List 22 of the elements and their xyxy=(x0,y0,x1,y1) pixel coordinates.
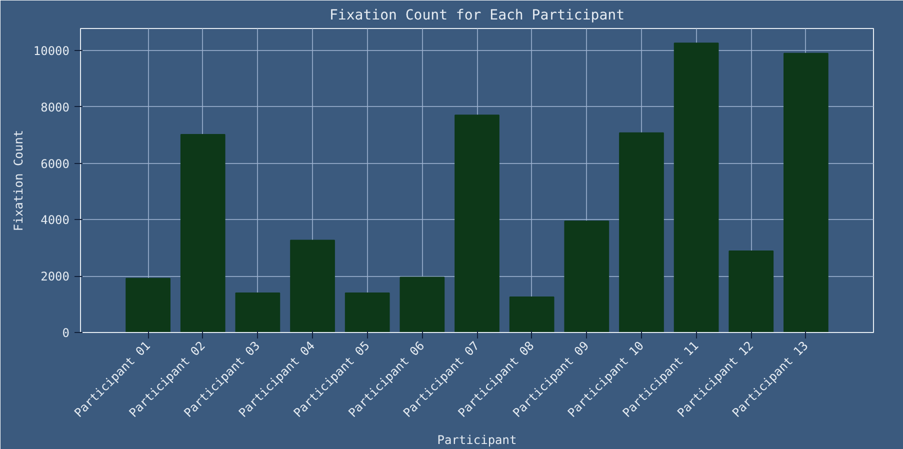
bar xyxy=(126,278,170,332)
bar xyxy=(509,296,554,332)
bar xyxy=(235,292,280,332)
bar xyxy=(728,250,774,332)
bar xyxy=(674,42,719,332)
x-axis-title: Participant xyxy=(437,432,517,447)
bar xyxy=(784,52,828,332)
bar xyxy=(344,292,390,332)
bar xyxy=(290,240,335,332)
y-tick-label: 2000 xyxy=(40,270,70,284)
y-tick-label: 0 xyxy=(62,326,70,340)
bar xyxy=(619,132,664,332)
y-tick-label: 10000 xyxy=(33,44,70,58)
bar xyxy=(180,134,226,332)
y-tick-label: 6000 xyxy=(40,156,70,171)
chart-title: Fixation Count for Each Participant xyxy=(330,8,625,24)
y-tick-label: 4000 xyxy=(40,213,70,228)
bar xyxy=(454,114,500,332)
bar xyxy=(564,220,610,332)
y-tick-label: 8000 xyxy=(40,100,70,114)
y-axis-title: Fixation Count xyxy=(11,130,26,232)
bar xyxy=(400,276,445,332)
